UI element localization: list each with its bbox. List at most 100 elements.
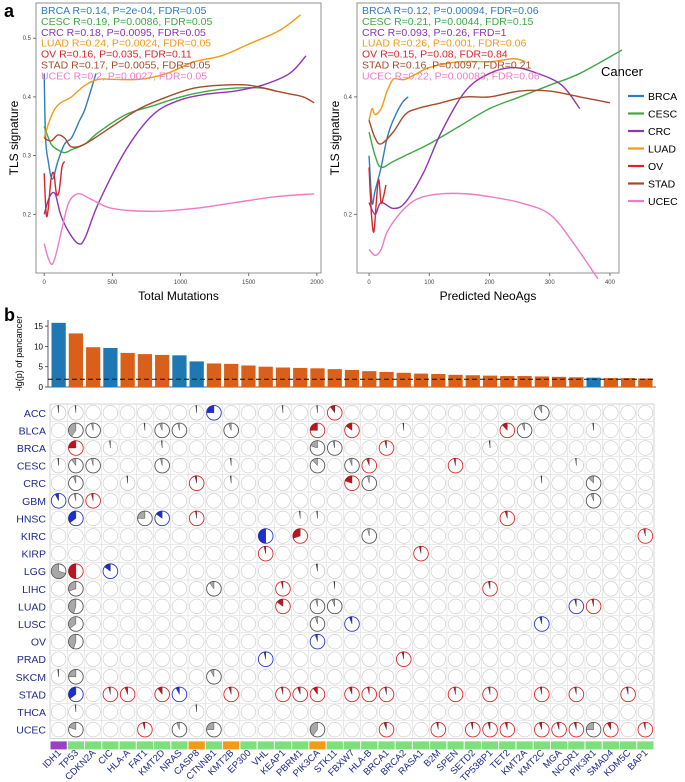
pie-cell bbox=[430, 440, 446, 456]
pie-slice-stad-tp53 bbox=[68, 686, 77, 699]
pie-cell bbox=[603, 633, 619, 650]
pie-cell bbox=[620, 669, 636, 685]
pie-cell bbox=[240, 563, 257, 579]
pie-cell bbox=[171, 528, 188, 544]
pie-cell bbox=[120, 581, 136, 597]
pie-slice-stad-brca1 bbox=[384, 686, 387, 695]
pie-cell bbox=[275, 510, 291, 527]
pie-cell bbox=[171, 405, 188, 421]
pie-cell bbox=[396, 510, 412, 527]
pie-cell bbox=[292, 721, 308, 738]
pie-cell bbox=[189, 721, 205, 738]
pie-slice-acc-idh1 bbox=[57, 405, 59, 413]
pie-cell bbox=[120, 457, 136, 474]
pie-cell bbox=[516, 493, 533, 509]
pie-cell bbox=[240, 721, 257, 738]
pie-cell bbox=[258, 475, 274, 491]
bar-tet2 bbox=[500, 376, 515, 387]
pie-slice-stad-hla-a bbox=[124, 686, 128, 695]
pie-slice-lusc-tp53 bbox=[68, 616, 77, 629]
pie-cell bbox=[637, 475, 653, 491]
pie-cell bbox=[240, 704, 257, 720]
pie-cell bbox=[154, 616, 170, 632]
pie-cell bbox=[413, 704, 429, 720]
series-line-brca bbox=[368, 96, 409, 205]
gene-class-swatch bbox=[412, 741, 430, 750]
pie-slice-crc-fbxw7 bbox=[344, 475, 353, 484]
gene-cancer-pie-matrix: ACC BLCA BRCA CESC CRC GBM HNSC KIRC KIRP LGG LIHC… bbox=[16, 403, 655, 782]
row-label-prad: PRAD bbox=[17, 654, 47, 666]
pie-cell bbox=[568, 405, 584, 421]
pie-cell bbox=[378, 405, 395, 421]
pie-slice-blca-fat1 bbox=[143, 422, 146, 431]
pie-cell bbox=[516, 457, 533, 474]
pie-cell bbox=[102, 528, 119, 544]
row-label-cesc: CESC bbox=[17, 461, 47, 473]
stat-label-crc: CRC R=0.093, P=0.26, FRD=1 bbox=[362, 27, 507, 39]
legend-item-stad: STAD bbox=[648, 179, 676, 191]
pie-cell bbox=[534, 704, 550, 720]
pie-cell bbox=[85, 686, 101, 703]
pie-cell bbox=[344, 581, 360, 597]
stat-label-luad: LUAD R=0.26, P=0.001, FDR=0.06 bbox=[362, 38, 526, 50]
row-label-acc: ACC bbox=[24, 408, 47, 420]
pie-slice-blca-kmt2b bbox=[228, 422, 232, 431]
pie-cell bbox=[206, 493, 222, 509]
pie-cell bbox=[637, 457, 653, 474]
pie-cell bbox=[171, 475, 188, 491]
pie-slice-thca-tp53 bbox=[74, 704, 77, 713]
pie-slice-prad-vhl bbox=[263, 651, 266, 660]
x-axis-label: Total Mutations bbox=[138, 289, 219, 303]
pie-slice-lihc-stk11 bbox=[333, 581, 335, 589]
x-tick-label: 500 bbox=[107, 280, 118, 286]
pie-cell bbox=[240, 475, 257, 491]
pie-cell bbox=[137, 563, 153, 579]
pie-slice-prad-brca2 bbox=[401, 651, 404, 660]
pie-cell bbox=[50, 704, 67, 720]
pie-cell bbox=[568, 669, 584, 685]
pie-cell bbox=[430, 457, 446, 474]
pie-cell bbox=[154, 651, 170, 667]
pie-slice-ucec-ctnnb1 bbox=[206, 722, 215, 730]
bar-tp53bp1 bbox=[482, 375, 498, 387]
pie-cell bbox=[430, 528, 446, 544]
row-label-kirp: KIRP bbox=[21, 549, 46, 561]
pie-cell bbox=[378, 563, 395, 579]
column-label-bap1: BAP1 bbox=[626, 748, 651, 773]
pie-cell bbox=[258, 493, 274, 509]
stat-label-brca: BRCA R=0.14, P=2e-04, FDR=0.05 bbox=[41, 5, 207, 17]
series-line-ov bbox=[43, 161, 66, 218]
pie-cell bbox=[137, 528, 153, 544]
pie-cell bbox=[292, 704, 308, 720]
pie-slice-lgg-pik3ca bbox=[315, 563, 318, 572]
pie-cell bbox=[603, 581, 619, 597]
pie-cell bbox=[361, 493, 377, 509]
pie-cell bbox=[413, 528, 429, 544]
pie-cell bbox=[603, 563, 619, 579]
bar-ep300 bbox=[241, 365, 256, 387]
pie-slice-blca-kmt2a bbox=[521, 422, 525, 431]
pie-slice-ucec-fat1 bbox=[142, 722, 146, 730]
pie-cell bbox=[275, 563, 291, 579]
pie-cell bbox=[516, 440, 533, 456]
pie-cell bbox=[378, 493, 395, 509]
pie-cell bbox=[50, 633, 67, 650]
pie-cell bbox=[258, 598, 274, 615]
pie-cell bbox=[603, 669, 619, 685]
pie-cell bbox=[309, 651, 326, 667]
gene-class-swatch bbox=[481, 741, 499, 750]
stat-label-crc: CRC R=0.18, P=0.0095, FDR=0.05 bbox=[41, 27, 206, 39]
pie-cell bbox=[430, 616, 446, 632]
pie-cell bbox=[275, 440, 291, 456]
pie-cell bbox=[413, 493, 429, 509]
pie-cell bbox=[585, 633, 602, 650]
pie-slice-brca-brca1 bbox=[384, 440, 387, 449]
pie-cell bbox=[482, 651, 498, 667]
pie-cell bbox=[258, 721, 274, 738]
gene-class-swatch bbox=[171, 741, 188, 750]
pie-cell bbox=[206, 528, 222, 544]
pie-cell bbox=[516, 545, 533, 562]
pie-cell bbox=[499, 633, 515, 650]
pie-cell bbox=[378, 422, 395, 439]
pie-cell bbox=[499, 545, 515, 562]
